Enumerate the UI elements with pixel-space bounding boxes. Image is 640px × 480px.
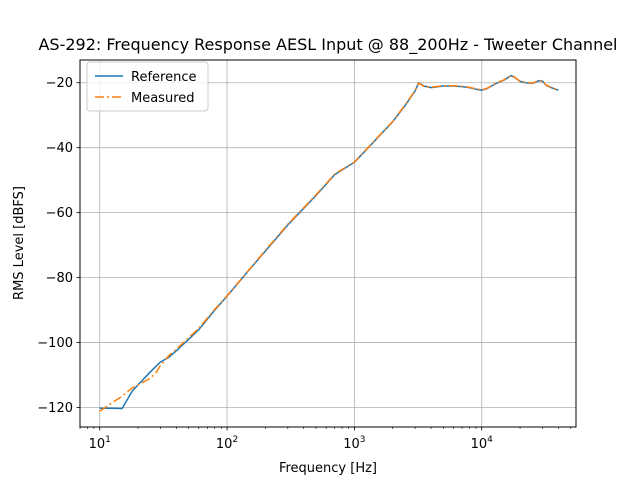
series-line-measured [99, 74, 559, 413]
y-tick-label: −120 [37, 401, 73, 416]
y-tick-label: −80 [46, 271, 73, 286]
series-layer [99, 74, 559, 413]
legend-label-measured: Measured [131, 91, 195, 106]
legend-label-reference: Reference [131, 70, 196, 85]
grid-layer [80, 60, 576, 427]
axes-frame [79, 59, 577, 428]
x-tick-label: 104 [471, 435, 494, 452]
x-tick-label: 102 [216, 435, 238, 452]
x-tick-label: 103 [343, 435, 365, 452]
legend-box [86, 61, 209, 112]
y-tick-label: −100 [37, 336, 73, 351]
y-axis-label: RMS Level [dBFS] [12, 186, 27, 300]
x-tick-layer: 101 102 103 104 [79, 427, 572, 452]
chart-title: AS-292: Frequency Response AESL Input @ … [38, 35, 617, 55]
y-tick-label: −60 [46, 206, 73, 221]
legend: Reference Measured [86, 61, 209, 112]
y-tick-label: −20 [46, 76, 73, 91]
y-tick-layer: −20 −40 −60 −80 −100 −120 [37, 76, 80, 416]
x-tick-label: 101 [89, 435, 111, 452]
y-tick-label: −40 [46, 141, 73, 156]
x-axis-label: Frequency [Hz] [279, 461, 377, 476]
